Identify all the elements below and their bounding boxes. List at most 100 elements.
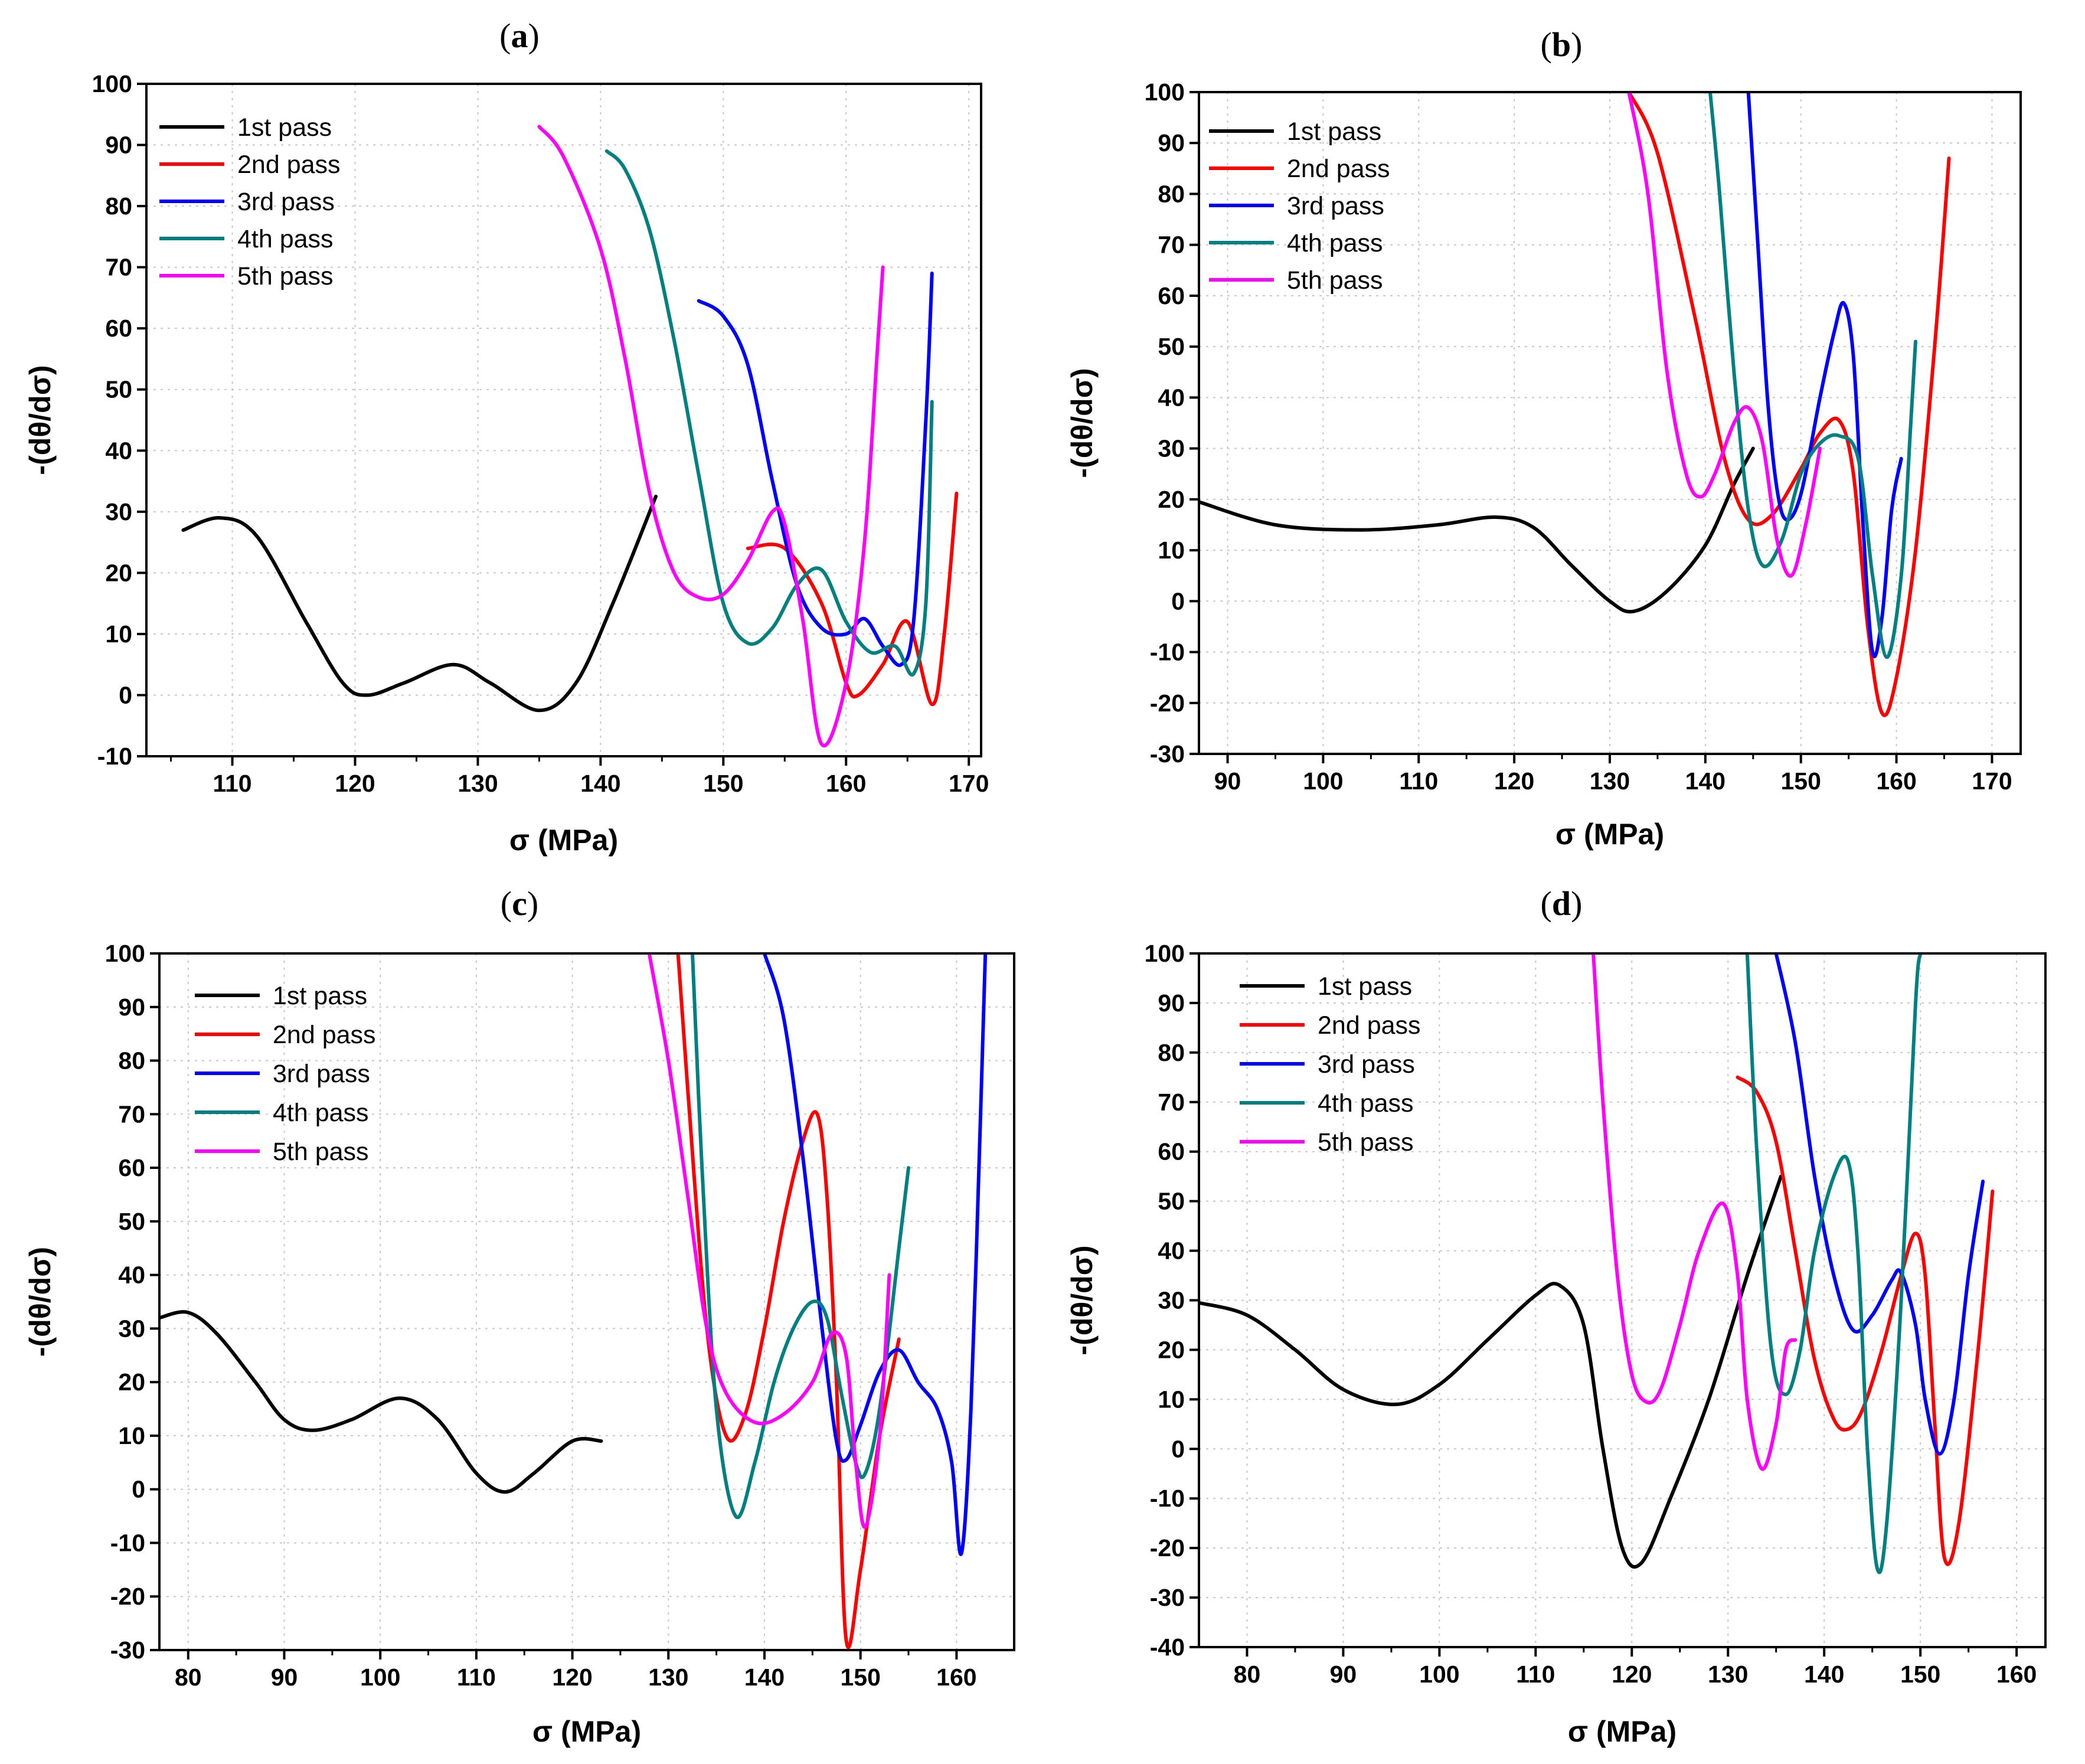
- y-tick-label: 70: [1158, 231, 1185, 259]
- y-tick-label: 60: [1158, 282, 1185, 309]
- panel-title-b: (b): [1541, 25, 1583, 64]
- x-tick-label: 150: [1781, 767, 1821, 795]
- y-tick-label: 0: [1171, 1435, 1185, 1462]
- y-tick-label: -40: [1150, 1634, 1185, 1661]
- series-line-3: [763, 953, 988, 1556]
- y-tick-label: -20: [110, 1583, 145, 1610]
- y-tick-label: 0: [132, 1476, 145, 1503]
- y-tick-label: 80: [1158, 180, 1185, 207]
- y-tick-label: 50: [118, 1208, 145, 1235]
- x-tick-label: 110: [1516, 1661, 1555, 1688]
- x-tick-label: 110: [1399, 767, 1438, 795]
- series-line-3: [1746, 92, 1903, 658]
- panel-title-d: (d): [1541, 884, 1583, 923]
- y-tick-label: 60: [118, 1154, 145, 1181]
- legend-label: 2nd pass: [1318, 1011, 1421, 1040]
- legend-label: 3rd pass: [273, 1060, 370, 1088]
- x-tick-label: 100: [1303, 767, 1343, 795]
- y-tick-label: -10: [1150, 1485, 1185, 1512]
- series-line-5: [1627, 92, 1822, 578]
- y-tick-label: 90: [1158, 989, 1185, 1017]
- y-tick-label: 20: [1158, 1336, 1185, 1363]
- legend-label: 1st pass: [237, 113, 332, 142]
- series-line-3: [697, 272, 934, 667]
- legend-label: 5th pass: [1318, 1128, 1414, 1157]
- series-line-2: [746, 491, 959, 706]
- plot-frame: [145, 83, 982, 757]
- y-tick-label: 80: [1158, 1039, 1185, 1066]
- y-tick-label: 0: [119, 681, 132, 708]
- legend-label: 2nd pass: [237, 151, 341, 179]
- series-line-1: [1199, 446, 1755, 614]
- series-line-1: [1199, 1174, 1783, 1569]
- x-tick-label: 130: [1590, 767, 1630, 795]
- y-tick-label: 100: [1145, 940, 1185, 967]
- series-line-4: [1745, 953, 1923, 1574]
- x-tick-label: 100: [1419, 1661, 1459, 1688]
- y-tick-label: 20: [105, 559, 132, 586]
- y-tick-label: 100: [1145, 79, 1185, 106]
- x-tick-label: 90: [1214, 767, 1241, 795]
- panel-d: (d) 80 90 100 110 120 130 140 150 160-40-30-20-1…: [1066, 884, 2047, 1748]
- legend-label: 5th pass: [273, 1138, 369, 1166]
- y-tick-label: 90: [105, 132, 132, 159]
- x-tick-label: 120: [1612, 1661, 1652, 1688]
- legend-label: 5th pass: [1287, 266, 1383, 295]
- series-line-5: [1591, 953, 1798, 1471]
- y-tick-label: 10: [1158, 537, 1185, 564]
- panel-c: (c) 80 90 100 110 120 130 140 150 160 -30 -20 -10 0 1…: [24, 884, 1015, 1748]
- y-tick-label: 70: [105, 254, 132, 281]
- legend-label: 3rd pass: [237, 188, 335, 216]
- x-tick-label: 110: [457, 1664, 496, 1691]
- x-tick-label: 120: [335, 770, 375, 797]
- x-tick-label: 160: [936, 1664, 976, 1691]
- x-tick-label: 170: [949, 770, 989, 797]
- x-tick-label: 110: [213, 770, 251, 797]
- series-line-5: [537, 125, 885, 747]
- x-tick-label: 130: [648, 1664, 688, 1691]
- x-tick-label: 90: [271, 1664, 298, 1691]
- y-tick-label: 50: [105, 376, 132, 403]
- y-tick-label: 20: [118, 1368, 145, 1396]
- series-line-2: [1736, 1075, 1995, 1566]
- x-tick-label: 140: [744, 1664, 785, 1691]
- legend-label: 4th pass: [1287, 229, 1383, 257]
- y-tick-label: 80: [118, 1047, 145, 1074]
- series-line-4: [1708, 92, 1917, 659]
- x-tick-label: 80: [1234, 1661, 1261, 1688]
- panel-title-a: (a): [499, 17, 540, 55]
- y-tick-label: 80: [105, 192, 132, 220]
- y-tick-label: 100: [92, 70, 132, 97]
- y-tick-label: 10: [105, 620, 132, 648]
- y-tick-label: 30: [105, 498, 132, 525]
- legend-label: 4th pass: [237, 225, 334, 253]
- y-tick-label: -10: [1150, 639, 1185, 666]
- legend-label: 5th pass: [237, 262, 334, 290]
- y-tick-label: -10: [97, 743, 132, 770]
- x-tick-label: 160: [1876, 767, 1916, 795]
- x-tick-label: 140: [580, 770, 620, 797]
- legend-label: 2nd pass: [1287, 155, 1390, 183]
- y-axis-label: -(dθ/dσ): [24, 365, 57, 475]
- y-tick-label: 90: [1158, 129, 1185, 156]
- legend-label: 4th pass: [273, 1099, 369, 1127]
- y-tick-label: 10: [118, 1422, 145, 1449]
- y-tick-label: -30: [110, 1636, 145, 1664]
- x-tick-label: 160: [1996, 1661, 2037, 1688]
- y-tick-label: 0: [1171, 587, 1185, 615]
- panel-b: (b) 90 100 110 120 130 140 150 160 170 -30 -20 -10 0…: [1066, 25, 2022, 851]
- x-tick-label: 140: [1804, 1661, 1844, 1688]
- x-tick-label: 160: [826, 770, 866, 797]
- x-tick-label: 130: [457, 770, 498, 797]
- y-tick-label: 30: [1158, 435, 1185, 462]
- x-tick-label: 90: [1330, 1661, 1357, 1688]
- legend-label: 1st pass: [1287, 117, 1381, 146]
- x-tick-label: 100: [360, 1664, 400, 1691]
- y-tick-label: 30: [118, 1315, 145, 1342]
- y-tick-label: -20: [1150, 690, 1185, 717]
- legend-label: 2nd pass: [273, 1021, 376, 1049]
- series-line-4: [691, 953, 910, 1520]
- x-axis-label: σ (MPa): [532, 1715, 641, 1748]
- x-tick-label: 130: [1708, 1661, 1748, 1688]
